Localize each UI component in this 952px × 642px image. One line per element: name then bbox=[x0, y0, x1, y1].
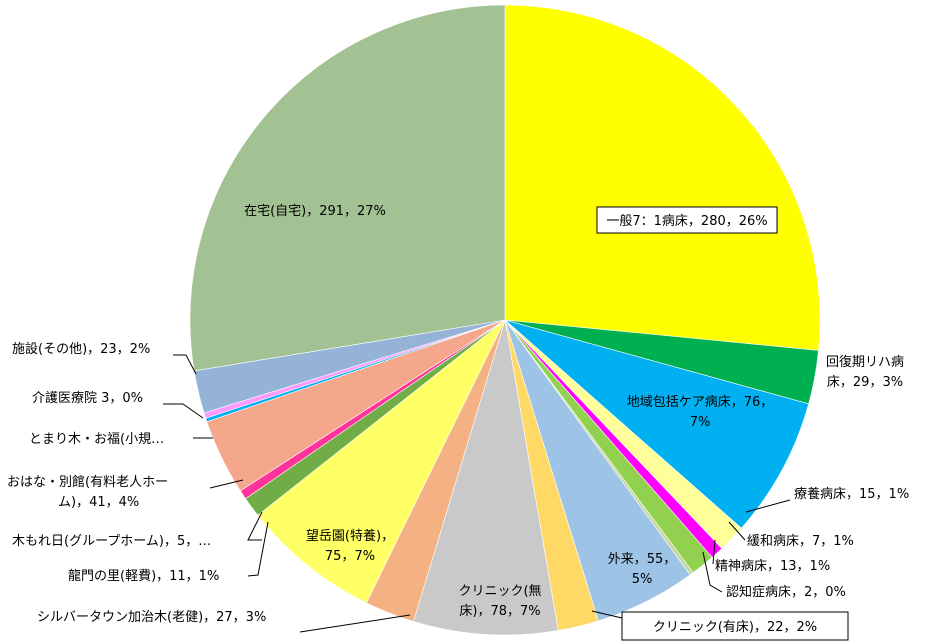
data-label-kaifukuki: 回復期リハ病床，29，3% bbox=[826, 354, 904, 390]
data-label-clinic-mushou: クリニック(無床)，78，7% bbox=[458, 584, 541, 619]
data-label-ryumon: 龍門の里(軽費)，11，1% bbox=[68, 568, 219, 584]
data-label-ryoyo: 療養病床，15，1% bbox=[794, 486, 909, 502]
data-label-ohana: おはな・別館(有料老人ホーム)，41，4% bbox=[7, 475, 168, 510]
leader-line-ohana bbox=[209, 479, 244, 489]
leader-lines bbox=[163, 354, 791, 633]
leader-line-kanwa bbox=[728, 521, 746, 541]
leader-line-ryoyo bbox=[745, 499, 791, 513]
label-box-clinic-yushou bbox=[621, 611, 849, 641]
leader-line-shisetsu bbox=[173, 354, 197, 375]
data-label-gairai: 外来，55， 5% bbox=[608, 552, 677, 587]
label-box-ippan bbox=[596, 206, 778, 234]
leader-line-silver bbox=[299, 614, 411, 633]
pie-slice-0 bbox=[504, 4, 821, 351]
data-labels: 一般7：1病床，280，26% 回復期リハ病床，29，3% 地域包括ケア病床，7… bbox=[7, 204, 909, 635]
data-label-bogakuen: 望岳園(特養)， 75，7% bbox=[306, 528, 394, 564]
leader-line-seishin bbox=[712, 539, 716, 565]
data-label-komorebi: 木もれ日(グループホーム)，5，… bbox=[12, 534, 211, 549]
data-label-silver: シルバータウン加治木(老健)，27，3% bbox=[37, 610, 266, 625]
pie-slice-11 bbox=[257, 319, 506, 604]
data-label-tomarigi: とまり木・お福(小規… bbox=[29, 432, 164, 447]
pie-slice-18 bbox=[189, 4, 506, 372]
leader-line-clinic-yushou bbox=[591, 610, 623, 619]
data-label-zaitaku: 在宅(自宅)，291，27% bbox=[244, 204, 386, 219]
leader-line-ryumon bbox=[247, 521, 269, 577]
leader-line-komorebi bbox=[247, 511, 263, 541]
data-label-clinic-yushou: クリニック(有床)，22，2% bbox=[653, 620, 817, 635]
leader-line-kaigo bbox=[163, 403, 204, 419]
data-label-ninchisho: 認知症病床，2，0% bbox=[726, 584, 846, 600]
pie-slice-9 bbox=[413, 319, 559, 636]
data-label-shisetsu: 施設(その他)，23，2% bbox=[12, 341, 150, 357]
data-label-seishin: 精神病床，13，1% bbox=[715, 559, 830, 574]
data-label-kaigo: 介護医療院 3，0% bbox=[32, 390, 143, 406]
data-label-ippan: 一般7：1病床，280，26% bbox=[606, 213, 767, 229]
data-label-kanwa: 緩和病床，7，1% bbox=[747, 534, 854, 549]
data-label-chiiki: 地域包括ケア病床，76， 7% bbox=[627, 395, 774, 430]
pie-slices bbox=[189, 4, 821, 636]
leader-line-ninchisho bbox=[702, 551, 723, 593]
pie-slice-2 bbox=[504, 319, 809, 529]
